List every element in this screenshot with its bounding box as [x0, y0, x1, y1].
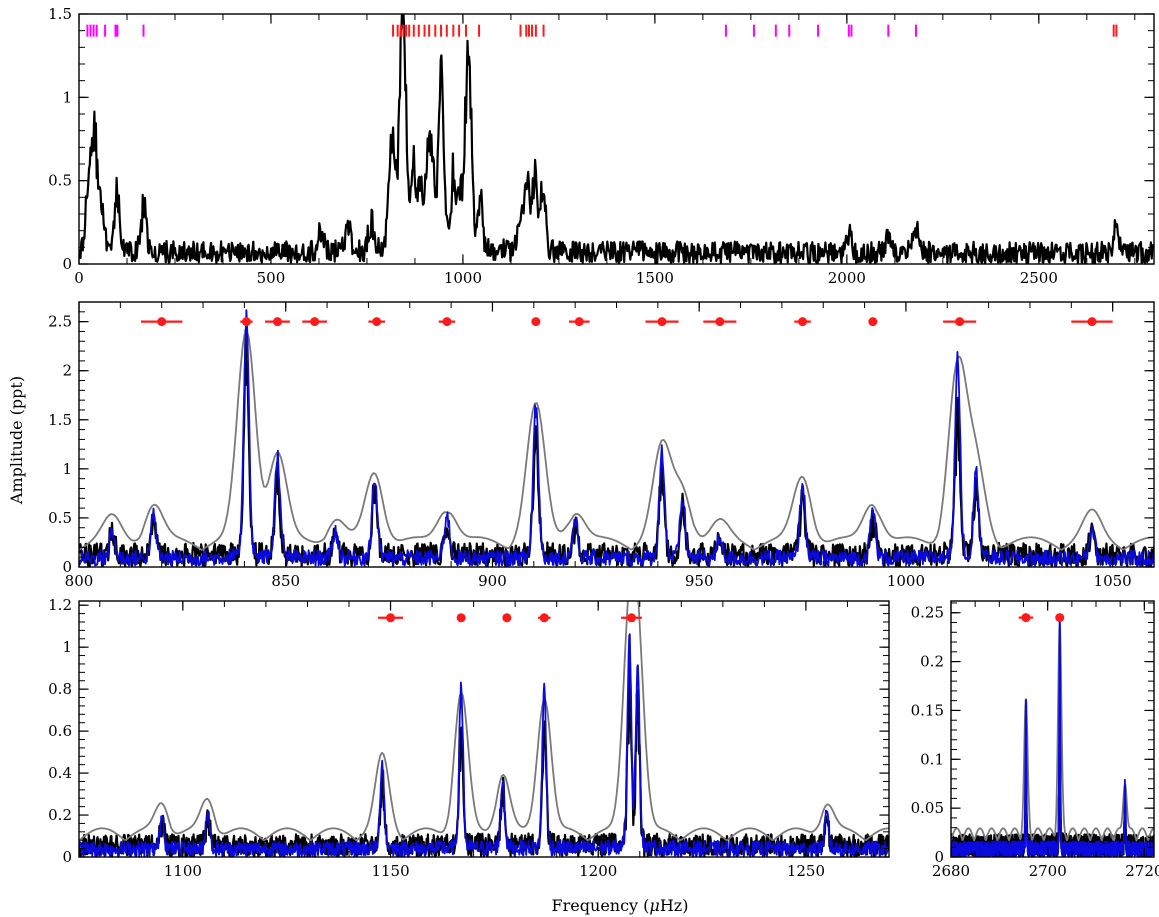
- frequency-marker-dot: [657, 317, 667, 327]
- y-tick-label: 1: [62, 638, 72, 656]
- x-tick-label: 2500: [1020, 269, 1058, 287]
- x-axis-label-end: Hz): [660, 896, 689, 915]
- y-tick-label: 0.15: [911, 701, 944, 719]
- frequency-marker-dot: [626, 613, 636, 623]
- frequency-marker-dot: [798, 317, 808, 327]
- frequency-marker-dot: [372, 317, 382, 327]
- x-tick-label: 1150: [371, 862, 409, 880]
- series-gray: [79, 329, 1154, 551]
- x-tick-label: 800: [65, 572, 94, 590]
- x-tick-label: 2680: [932, 862, 970, 880]
- plot-frame: [950, 600, 1155, 858]
- panel-zoom-1075-1270: 1100 1150 1200 1250 0 0.2 0.4 0.6 0.8 1 1.2: [48, 596, 890, 880]
- frequency-marker-dot: [456, 613, 466, 623]
- x-tick-label: 1200: [579, 862, 617, 880]
- series-blue: [79, 309, 1154, 567]
- frequency-marker-dot: [272, 317, 282, 327]
- frequency-marker-dot: [531, 317, 541, 327]
- y-tick-label: 1: [62, 460, 72, 478]
- x-tick-label: 1000: [444, 269, 482, 287]
- frequency-marker-dot: [955, 317, 965, 327]
- y-tick-label: 2.5: [48, 313, 72, 331]
- y-tick-label: 0: [62, 558, 72, 576]
- frequency-marker-dot: [1021, 613, 1031, 623]
- panel-zoom-800-1060: 800 850 900 950 1000 1050 0 0.5 1 1.5 2 2.5: [48, 301, 1155, 590]
- x-tick-label: 1000: [887, 572, 925, 590]
- y-tick-label: 0: [934, 848, 944, 866]
- panel-full-spectrum: 0 500 1000 1500 2000 2500 0 0.5 1 1.5: [48, 5, 1155, 287]
- y-tick-label: 1.5: [48, 411, 72, 429]
- frequency-marker-dot: [386, 613, 396, 623]
- plot-area: [951, 616, 1154, 857]
- y-tick-label: 0.6: [48, 722, 72, 740]
- x-axis-label-mu: μ: [649, 896, 659, 915]
- y-tick-label: 1.5: [48, 5, 72, 23]
- y-tick-label: 0.2: [48, 806, 72, 824]
- x-tick-label: 2700: [1029, 862, 1067, 880]
- y-tick-label: 0.5: [48, 509, 72, 527]
- series-black: [79, 14, 1154, 264]
- x-tick-label: 1250: [787, 862, 825, 880]
- frequency-marker-dot: [1087, 317, 1097, 327]
- frequency-marker-dot: [502, 613, 512, 623]
- y-tick-label: 0.8: [48, 680, 72, 698]
- x-tick-label: 850: [271, 572, 300, 590]
- y-tick-label: 0: [62, 848, 72, 866]
- x-tick-label: 2000: [828, 269, 866, 287]
- plot-area: [79, 309, 1154, 567]
- series-blue: [79, 633, 889, 857]
- y-tick-label: 0.25: [911, 604, 944, 622]
- panel-zoom-2680-2720: 2680 2700 2720 0 0.05 0.1 0.15 0.2 0.25: [911, 600, 1159, 880]
- x-tick-label: 1100: [164, 862, 202, 880]
- frequency-marker-dot: [442, 317, 452, 327]
- x-axis-label: Frequency (μHz): [552, 896, 689, 915]
- series-blue: [951, 616, 1154, 857]
- frequency-marker-dot: [157, 317, 167, 327]
- y-tick-label: 0: [62, 255, 72, 273]
- y-tick-label: 0.5: [48, 172, 72, 190]
- y-tick-label: 0.05: [911, 799, 944, 817]
- x-tick-label: 1500: [636, 269, 674, 287]
- series-gray: [951, 624, 1154, 842]
- x-tick-label: 0: [74, 269, 84, 287]
- series-gray: [79, 601, 889, 842]
- plot-frame: [78, 13, 1155, 265]
- y-tick-label: 2: [62, 362, 72, 380]
- x-tick-label: 500: [257, 269, 286, 287]
- plot-area: [79, 14, 1154, 264]
- x-tick-label: 900: [478, 572, 507, 590]
- frequency-marker-dot: [574, 317, 584, 327]
- frequency-marker-dot: [310, 317, 320, 327]
- y-tick-label: 1.2: [48, 596, 72, 614]
- y-tick-label: 0.1: [920, 750, 944, 768]
- x-tick-label: 950: [685, 572, 714, 590]
- series-black: [79, 655, 889, 857]
- y-tick-label: 0.2: [920, 653, 944, 671]
- frequency-marker-dot: [1055, 613, 1065, 623]
- plot-area: [79, 601, 889, 857]
- x-tick-label: 1050: [1094, 572, 1132, 590]
- plot-frame: [78, 600, 890, 858]
- y-tick-label: 1: [62, 88, 72, 106]
- y-axis-label: Amplitude (ppt): [7, 376, 26, 505]
- x-tick-label: 2720: [1125, 862, 1159, 880]
- frequency-marker-dot: [715, 317, 725, 327]
- y-tick-label: 0.4: [48, 764, 72, 782]
- frequency-marker-dot: [241, 317, 251, 327]
- frequency-marker-dot: [868, 317, 878, 327]
- frequency-marker-dot: [539, 613, 549, 623]
- x-axis-label-main: Frequency (: [552, 896, 650, 915]
